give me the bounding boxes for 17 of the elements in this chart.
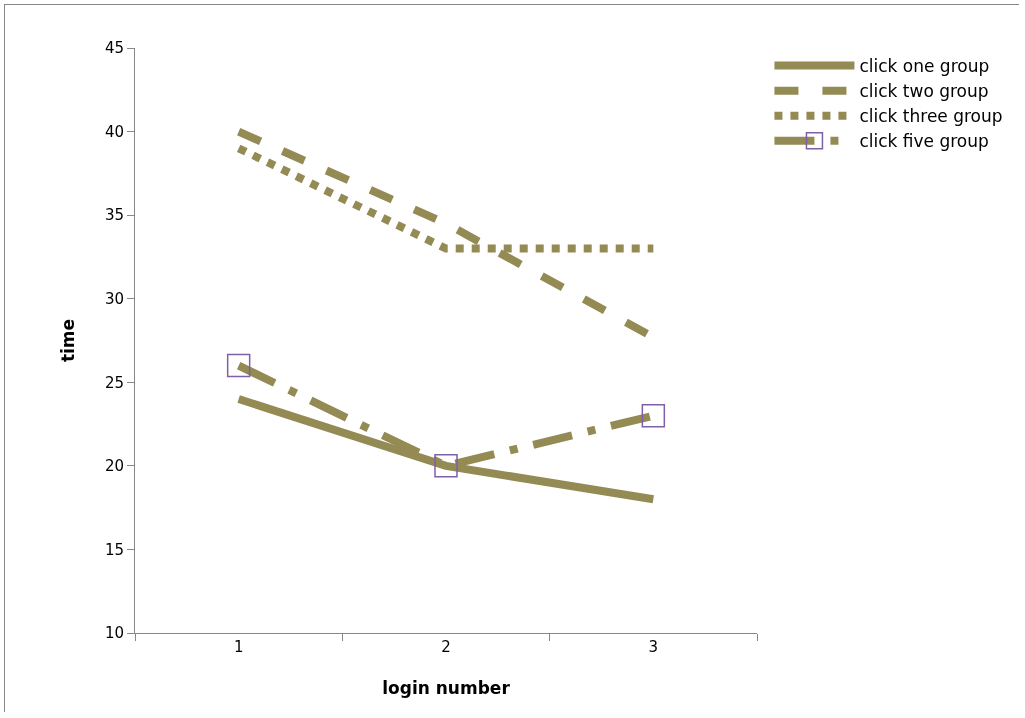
y-tick-label: 15 (104, 540, 124, 559)
x-tick-label: 3 (648, 638, 659, 656)
x-tick-label: 1 (233, 638, 244, 656)
legend-label: click five group (859, 131, 989, 152)
legend-label: click three group (859, 106, 1003, 127)
y-tick-label: 40 (104, 122, 124, 141)
y-tick-label: 35 (104, 206, 124, 225)
legend-label: click two group (859, 81, 989, 102)
y-tick-label: 25 (104, 373, 124, 392)
x-tick-label: 2 (441, 638, 451, 656)
y-tick-label: 30 (104, 289, 124, 308)
y-tick-label: 45 (104, 39, 124, 58)
x-axis-title: login number (382, 678, 511, 698)
y-tick-label: 10 (104, 624, 124, 643)
y-axis-title: time (58, 318, 79, 363)
y-tick-label: 20 (104, 457, 124, 476)
legend-label: click one group (859, 56, 990, 77)
